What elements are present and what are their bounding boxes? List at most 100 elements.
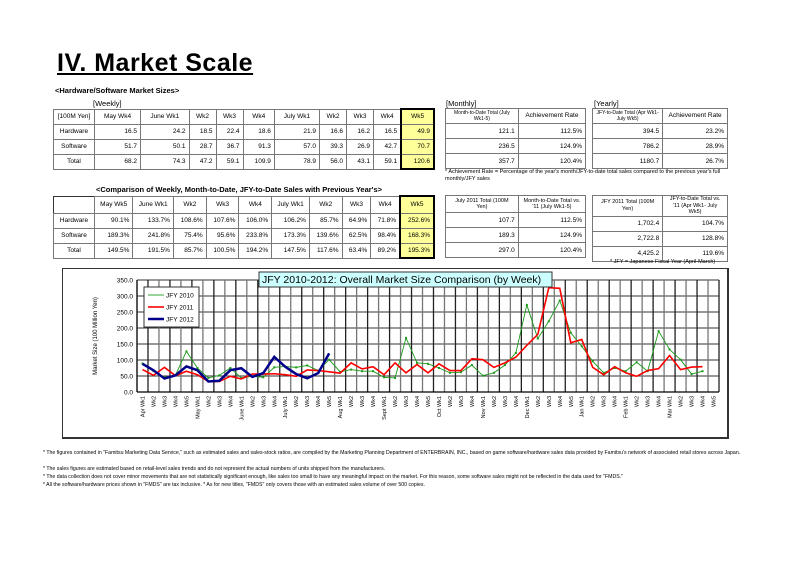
data-point-jfy-2010 [569, 331, 572, 334]
row-label: Total [53, 153, 95, 170]
table-cell: 786.2 [591, 138, 664, 154]
data-point-jfy-2010 [525, 303, 528, 306]
table-cell: 139.6% [308, 227, 343, 244]
column-header: Achievement Rate [517, 108, 587, 124]
comparison-monthly-table: July 2011 Total (100M Yen) Month-to-Date … [445, 195, 587, 258]
data-point-jfy-2010 [394, 376, 397, 379]
data-point-jfy-2010 [503, 364, 506, 367]
table-cell: 195.3% [399, 242, 435, 259]
data-point-jfy-2010 [448, 371, 451, 374]
x-tick-label: Wk2 [448, 396, 454, 407]
column-header: Achievement Rate [662, 108, 728, 124]
table-cell: 112.5% [517, 212, 587, 228]
x-tick-label: Wk5 [569, 396, 575, 407]
weekly-sales-table: [100M Yen] May Wk4 June Wk1 Wk2 Wk3 Wk4 July W… [53, 108, 435, 170]
table-cell: 189.3% [93, 227, 134, 244]
table-cell: 124.9% [517, 138, 587, 154]
table-cell: 70.7 [400, 138, 435, 155]
data-point-jfy-2010 [405, 336, 408, 339]
x-tick-label: Wk3 [162, 396, 168, 407]
table-cell: 233.8% [238, 227, 273, 244]
row-label: Software [53, 227, 95, 244]
data-point-jfy-2010 [427, 362, 429, 365]
x-tick-label: Jan Wk1 [580, 396, 586, 417]
column-header: Wk5 [400, 108, 435, 125]
x-tick-label: Wk3 [547, 396, 553, 407]
legend-label: JFY 2011 [166, 305, 194, 312]
data-point-jfy-2010 [514, 351, 517, 354]
table-cell: 18.5 [188, 123, 217, 140]
yearly-sales-table: JFY-to-Date Total (Apr Wk1- July Wk5) Ach… [591, 108, 728, 169]
column-header: May Wk5 [93, 195, 134, 214]
x-tick-label: Wk3 [360, 396, 366, 407]
yearly-label: [Yearly] [594, 99, 619, 108]
table-cell: 120.6 [400, 153, 435, 170]
table-cell: 117.6% [308, 242, 343, 259]
jfy-note: * JFY = Japanese Fiscal Year (April-Marc… [610, 259, 716, 265]
data-point-jfy-2010 [240, 376, 243, 379]
table-cell: 62.5% [341, 227, 372, 244]
column-header: JFY-to-Date Total (Apr Wk1- July Wk5) [591, 108, 664, 124]
table-cell: 133.7% [132, 212, 174, 229]
footnote: * All the software/hardware prices shown… [43, 482, 425, 488]
x-tick-label: Wk4 [657, 396, 663, 407]
table-cell: 104.7% [662, 215, 728, 232]
data-point-jfy-2010 [350, 368, 353, 371]
table-cell: 89.2% [370, 242, 401, 259]
table-cell: 71.8% [370, 212, 401, 229]
column-header: JFY 2011 Total (100M Yen) [591, 195, 664, 217]
data-point-jfy-2010 [558, 299, 561, 302]
data-point-jfy-2010 [635, 361, 638, 364]
table-cell: 252.6% [399, 212, 435, 229]
data-point-jfy-2010 [591, 360, 594, 363]
x-tick-label: Wk3 [261, 396, 267, 407]
x-tick-label: Apr Wk1 [140, 396, 146, 417]
y-tick-label: 250.0 [117, 310, 134, 317]
row-label: Software [53, 138, 95, 155]
table-cell: 85.7% [172, 242, 207, 259]
footnote: * The data collection does not cover min… [43, 474, 623, 480]
x-tick-label: Feb Wk1 [624, 396, 630, 418]
table-cell: 26.9 [345, 138, 374, 155]
table-cell: 47.2 [188, 153, 217, 170]
chart-title-box [258, 271, 553, 288]
x-tick-label: Wk2 [206, 396, 212, 407]
x-tick-label: Wk4 [613, 396, 619, 407]
x-tick-label: July Wk1 [283, 396, 289, 418]
table-cell: 173.3% [271, 227, 310, 244]
data-point-jfy-2010 [372, 370, 375, 373]
table-cell: 74.3 [140, 153, 190, 170]
corner-cell: [100M Yen] [53, 108, 95, 125]
x-tick-label: Wk5 [327, 396, 333, 407]
x-tick-label: Wk3 [646, 396, 652, 407]
footnote: * The sales figures are estimated based … [43, 466, 386, 472]
x-tick-label: Wk3 [217, 396, 223, 407]
table-cell: 56.0 [318, 153, 347, 170]
table-cell: 106.2% [271, 212, 310, 229]
x-tick-label: May Wk1 [195, 396, 201, 419]
x-tick-label: Wk5 [712, 396, 718, 407]
data-point-jfy-2010 [416, 361, 419, 364]
data-point-jfy-2010 [536, 337, 539, 340]
data-point-jfy-2010 [492, 371, 495, 374]
data-point-jfy-2010 [295, 366, 298, 369]
x-tick-label: Wk3 [404, 396, 410, 407]
weekly-label: [Weekly] [93, 99, 122, 108]
x-tick-label: Wk2 [250, 396, 256, 407]
column-header: JFY-to-Date Total vs. '11 (Apr Wk1- July… [662, 195, 728, 217]
table-cell: 28.7 [188, 138, 217, 155]
table-cell: 124.9% [517, 227, 587, 243]
data-point-jfy-2010 [306, 364, 309, 367]
x-tick-label: Wk4 [228, 396, 234, 407]
data-point-jfy-2010 [470, 364, 473, 367]
data-point-jfy-2010 [580, 345, 583, 348]
data-point-jfy-2010 [459, 371, 462, 374]
table-cell: 109.9 [242, 153, 275, 170]
x-tick-label: Wk3 [602, 396, 608, 407]
table-cell: 106.0% [238, 212, 273, 229]
x-tick-label: Wk3 [503, 396, 509, 407]
row-label: Total [53, 242, 95, 259]
table-cell: 107.7 [445, 212, 519, 228]
table-cell: 63.4% [341, 242, 372, 259]
table-cell: 49.9 [400, 123, 435, 140]
